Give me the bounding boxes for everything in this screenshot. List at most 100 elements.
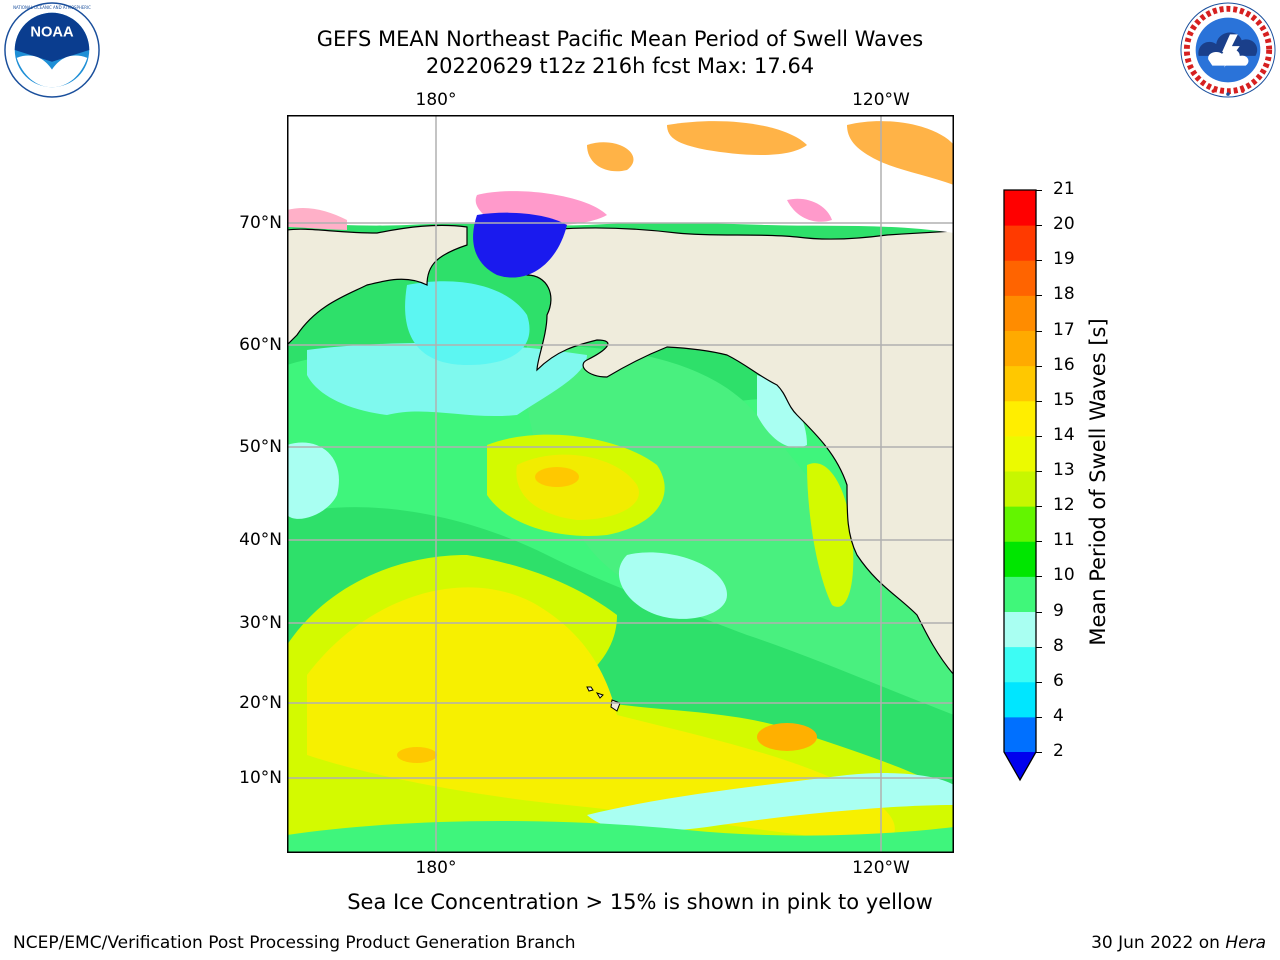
colorbar-tick-mark [1036,541,1042,543]
colorbar-tick-mark [1036,752,1042,753]
lat-label-70n: 70°N [239,213,282,233]
ocean-cyan-west [287,442,339,519]
colorbar-band [1004,576,1036,612]
colorbar-tick-mark [1036,681,1042,683]
colorbar-tick-label: 18 [1053,284,1075,305]
sea-ice-west [287,208,347,230]
ocean-cyan-bc [757,375,807,448]
colorbar-tick-label: 19 [1053,249,1075,270]
colorbar-band [1004,716,1036,753]
lat-label-50n: 50°N [239,437,282,457]
sea-ice-blue [473,212,567,278]
colorbar-band [1004,471,1036,507]
lat-label-30n: 30°N [239,613,282,633]
lat-label-60n: 60°N [239,335,282,355]
colorbar-band [1004,435,1036,472]
colorbar-band [1004,190,1036,226]
colorbar-tick-mark [1036,471,1042,472]
colorbar-tick-mark [1036,260,1042,262]
colorbar-tick-mark [1036,435,1042,437]
colorbar-band [1004,611,1036,648]
colorbar-band [1004,295,1036,331]
lon-label-top-180: 180° [415,90,457,110]
ocean-orange-sw [397,747,437,763]
ocean-yellowgreen-coast [807,463,854,607]
colorbar-band [1004,365,1036,402]
footer-host: Hera [1225,933,1266,953]
footer-branch: NCEP/EMC/Verification Post Processing Pr… [13,933,576,953]
colorbar-band [1004,400,1036,437]
colorbar-band [1004,330,1036,367]
map-gridlines [287,115,954,853]
colorbar-tick-mark [1036,576,1042,578]
swell-period-map [287,115,954,853]
lon-label-bottom-120w: 120°W [852,858,910,878]
colorbar-tick-label: 13 [1053,460,1075,480]
plot-subtitle: 20220629 t12z 216h fcst Max: 17.64 [425,54,815,78]
lat-label-20n: 20°N [239,693,282,713]
colorbar-band [1004,225,1036,261]
colorbar-tick-label: 10 [1053,565,1075,586]
footer-date: 30 Jun 2022 on Hera [1091,933,1266,953]
colorbar-extend-triangle [1004,752,1036,780]
land-north-america [503,227,954,676]
colorbar-band [1004,506,1036,542]
colorbar-band [1004,646,1036,683]
colorbar-tick-mark [1036,506,1042,508]
land-hawaii [586,686,621,712]
colorbar-band [1004,260,1036,296]
colorbar-tick-label: 8 [1053,635,1064,656]
colorbar-tick-mark [1036,330,1042,332]
noaa-logo-icon: NOAA NATIONAL OCEANIC AND ATMOSPHERIC [4,2,100,98]
nws-logo-icon [1180,2,1276,98]
colorbar-tick-label: 17 [1053,319,1075,340]
ocean-orange-north [535,467,579,487]
colorbar-tick-mark [1036,365,1042,367]
lat-label-10n: 10°N [239,768,282,788]
ocean-green-tropics [287,820,954,853]
lon-label-bottom-180: 180° [415,858,457,878]
colorbar-tick-mark [1036,716,1042,718]
ocean-yellow-south [307,587,895,845]
colorbar-label: Mean Period of Swell Waves [s] [1086,318,1110,646]
sea-ice-east [787,198,832,222]
sea-ice-patch-1 [587,142,634,172]
colorbar-tick-label: 21 [1053,179,1075,199]
colorbar-tick-mark [1036,400,1042,402]
colorbar-tick-label: 4 [1053,705,1064,726]
ocean-cyan-north [307,343,587,417]
lon-label-top-120w: 120°W [852,90,910,110]
svg-text:NATIONAL OCEANIC AND ATMOSPHER: NATIONAL OCEANIC AND ATMOSPHERIC [13,5,91,10]
colorbar-band [1004,541,1036,577]
sea-ice-patch-3 [847,121,954,185]
colorbar-tick-label: 12 [1053,495,1075,516]
colorbar-tick-mark [1036,646,1042,648]
colorbar-tick-mark [1036,611,1042,613]
colorbar-tick-label: 16 [1053,354,1075,375]
colorbar [1003,189,1037,782]
ocean-orange-south [757,723,817,751]
colorbar-tick-mark [1036,295,1042,297]
colorbar-tick-mark [1036,225,1042,227]
colorbar-outline [1003,189,1037,782]
footer-date-text: 30 Jun 2022 on [1091,933,1226,953]
colorbar-tick-label: 2 [1053,741,1064,761]
land-siberia [287,224,468,346]
colorbar-bands [1004,190,1036,753]
noaa-logo-text: NOAA [30,24,74,40]
colorbar-tick-label: 6 [1053,670,1064,691]
colorbar-tick-label: 14 [1053,424,1075,445]
colorbar-tick-label: 9 [1053,600,1064,621]
colorbar-tick-label: 20 [1053,214,1075,235]
map-frame [287,115,954,853]
lat-label-40n: 40°N [239,530,282,550]
colorbar-band [1004,681,1036,718]
ocean-cyan-tropics [587,773,954,832]
ocean-cyan-center [618,552,727,619]
colorbar-tick-label: 11 [1053,530,1075,551]
plot-title: GEFS MEAN Northeast Pacific Mean Period … [316,27,924,51]
sea-ice-note: Sea Ice Concentration > 15% is shown in … [347,890,933,914]
sea-ice-patch-2 [667,121,807,155]
colorbar-tick-mark [1036,190,1042,191]
colorbar-tick-label: 15 [1053,389,1075,410]
